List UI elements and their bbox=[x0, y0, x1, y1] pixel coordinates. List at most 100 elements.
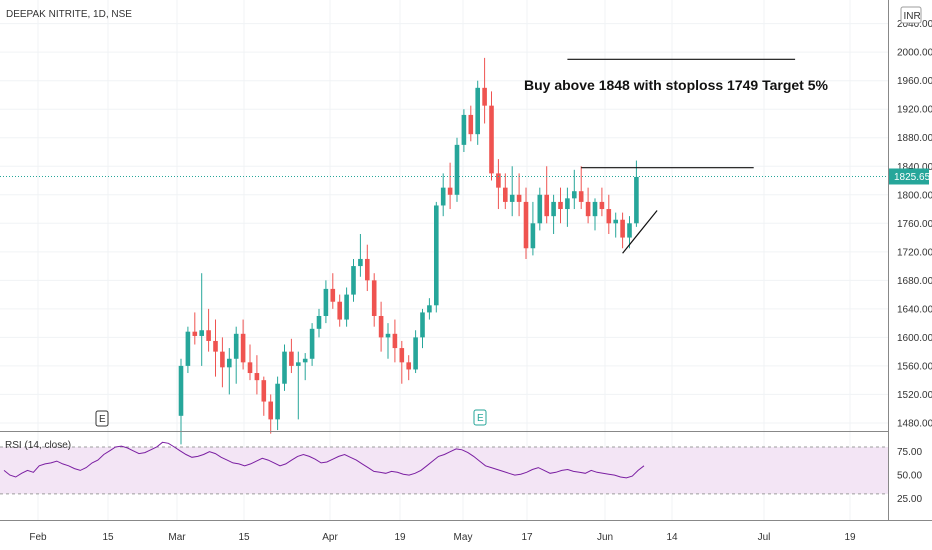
price-tick-label: 2040.00 bbox=[897, 19, 932, 30]
candle-body bbox=[413, 337, 418, 370]
candle bbox=[399, 340, 405, 384]
candle-body bbox=[282, 351, 287, 384]
candle bbox=[572, 169, 577, 210]
candle bbox=[240, 319, 246, 370]
currency-label: INR bbox=[904, 11, 921, 22]
price-tick-label: 1480.00 bbox=[897, 418, 932, 429]
time-tick-label: Mar bbox=[168, 532, 186, 543]
candle bbox=[247, 344, 253, 381]
candle-body bbox=[572, 191, 577, 199]
candle bbox=[275, 376, 280, 431]
symbol-title[interactable]: DEEPAK NITRITE, 1D, NSE bbox=[6, 9, 132, 20]
candle bbox=[413, 330, 418, 374]
earnings-marker-1-label: E bbox=[99, 414, 106, 425]
candle-body bbox=[447, 187, 453, 195]
price-tick-label: 1720.00 bbox=[897, 247, 932, 258]
candle-body bbox=[261, 380, 267, 402]
candle bbox=[454, 137, 460, 202]
trend-line-support-trend[interactable] bbox=[622, 210, 658, 254]
price-tick-label: 1880.00 bbox=[897, 133, 932, 144]
candle-body bbox=[613, 219, 618, 224]
candle bbox=[206, 308, 211, 352]
candle bbox=[289, 338, 294, 374]
candle bbox=[213, 319, 218, 377]
candle-body bbox=[371, 280, 377, 316]
candle-body bbox=[330, 288, 336, 302]
candle bbox=[330, 273, 336, 309]
candle-body bbox=[544, 194, 549, 217]
candle-body bbox=[233, 333, 239, 359]
candle bbox=[592, 198, 598, 231]
candle bbox=[468, 105, 474, 142]
candle bbox=[406, 355, 411, 381]
candle-body bbox=[227, 358, 232, 368]
earnings-marker-2[interactable]: E bbox=[473, 409, 487, 426]
candle bbox=[220, 337, 225, 388]
candle-body bbox=[475, 87, 480, 135]
candle bbox=[496, 159, 501, 210]
candle-body bbox=[206, 330, 211, 341]
rsi-band bbox=[0, 447, 888, 494]
currency-badge[interactable]: INR bbox=[900, 6, 922, 24]
trade-annotation[interactable]: Buy above 1848 with stoploss 1749 Target… bbox=[524, 77, 829, 93]
candle-body bbox=[558, 201, 563, 210]
candle-body bbox=[247, 362, 253, 374]
candle-body bbox=[344, 294, 349, 320]
candle bbox=[516, 173, 522, 217]
candle-body bbox=[378, 315, 384, 338]
candle-body bbox=[585, 201, 591, 217]
candle bbox=[385, 323, 391, 359]
candle-body bbox=[509, 194, 515, 202]
time-tick-label: Jul bbox=[758, 532, 771, 543]
candle bbox=[613, 212, 618, 238]
earnings-marker-1[interactable]: E bbox=[95, 410, 109, 427]
candle-body bbox=[537, 194, 543, 224]
candle bbox=[302, 353, 308, 381]
candle bbox=[282, 344, 287, 391]
candle bbox=[551, 194, 556, 234]
candle-body bbox=[503, 187, 508, 202]
time-tick-label: Apr bbox=[322, 532, 338, 543]
candle bbox=[427, 298, 432, 320]
price-tick-label: 2000.00 bbox=[897, 48, 932, 59]
price-axis[interactable]: 1480.00 1520.00 1560.00 1600.00 1640.00 1680.… bbox=[897, 19, 932, 429]
candle bbox=[585, 187, 591, 224]
candle bbox=[378, 301, 384, 352]
candle bbox=[627, 216, 632, 249]
time-axis[interactable]: Feb 15 Mar 15 Apr 19 May 17 Jun 14 Jul 19 bbox=[29, 532, 856, 543]
candle-body bbox=[358, 258, 363, 267]
candle bbox=[233, 326, 239, 384]
candle-body bbox=[199, 330, 204, 336]
candle bbox=[358, 233, 363, 277]
candle bbox=[620, 212, 625, 249]
time-tick-label: Jun bbox=[597, 532, 613, 543]
candle-body bbox=[275, 383, 280, 420]
time-tick-label: Feb bbox=[29, 532, 47, 543]
rsi-title[interactable]: RSI (14, close) bbox=[5, 440, 71, 451]
rsi-axis[interactable]: 25.00 50.00 75.00 bbox=[897, 447, 922, 505]
candle bbox=[599, 187, 605, 217]
price-tick-label: 1560.00 bbox=[897, 361, 932, 372]
candle-body bbox=[565, 198, 570, 210]
candle-body bbox=[323, 288, 329, 316]
candle bbox=[461, 109, 467, 152]
candle-body bbox=[489, 105, 494, 174]
candle-body bbox=[516, 194, 522, 202]
candle-body bbox=[289, 351, 294, 366]
price-tick-label: 1680.00 bbox=[897, 276, 932, 287]
candle bbox=[392, 319, 398, 363]
rsi-tick-label: 50.00 bbox=[897, 471, 922, 482]
time-tick-label: 15 bbox=[102, 532, 114, 543]
rsi-tick-label: 75.00 bbox=[897, 447, 922, 458]
candle bbox=[296, 351, 301, 420]
rsi-line bbox=[3, 441, 645, 479]
candle bbox=[544, 166, 549, 224]
candle-body bbox=[178, 365, 184, 416]
candle bbox=[434, 201, 439, 313]
candle bbox=[420, 308, 425, 349]
last-price-label: 1825.65 bbox=[894, 172, 931, 183]
price-tick-label: 1520.00 bbox=[897, 390, 932, 401]
candle bbox=[351, 258, 356, 302]
candle-body bbox=[454, 144, 460, 195]
candle-body bbox=[213, 340, 218, 352]
